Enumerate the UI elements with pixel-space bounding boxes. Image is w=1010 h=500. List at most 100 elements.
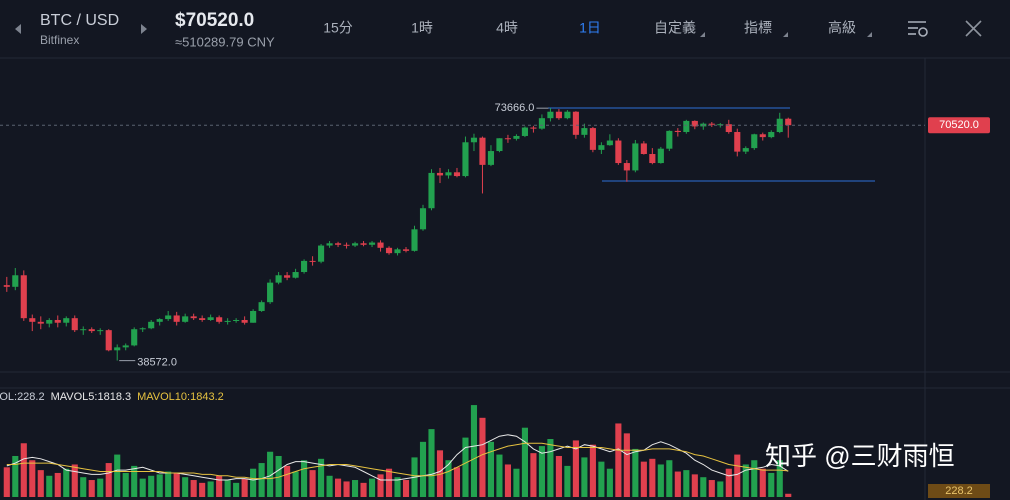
volume-bar bbox=[122, 472, 129, 497]
candle-body bbox=[139, 328, 146, 330]
candle-body bbox=[29, 318, 36, 322]
candle-body bbox=[623, 163, 630, 171]
volume-bar bbox=[555, 455, 562, 497]
price: $70520.0 bbox=[175, 10, 254, 31]
candle-body bbox=[224, 320, 231, 322]
settings-icon[interactable] bbox=[908, 21, 928, 37]
volume-bar bbox=[742, 464, 749, 497]
tab[interactable]: 15分 bbox=[323, 20, 353, 36]
volume-bar bbox=[368, 478, 376, 497]
tab[interactable]: 高級 bbox=[828, 20, 856, 36]
symbol[interactable]: BTC / USD bbox=[40, 12, 119, 29]
volume-bar bbox=[165, 471, 172, 497]
volume-bar bbox=[487, 441, 495, 497]
candle-body bbox=[326, 243, 333, 246]
volume-bar bbox=[385, 468, 393, 497]
candle-body bbox=[318, 245, 325, 262]
tab[interactable]: 自定義 bbox=[654, 20, 696, 36]
candle-body bbox=[683, 120, 690, 133]
candle-body bbox=[768, 132, 775, 138]
mavol-line bbox=[6, 434, 789, 481]
candle-body bbox=[759, 134, 766, 138]
close-icon[interactable] bbox=[965, 20, 982, 37]
volume-bar bbox=[394, 477, 401, 497]
volume-bar bbox=[309, 470, 316, 497]
candle-body bbox=[564, 111, 571, 119]
volume-bar bbox=[462, 437, 469, 497]
prev-arrow[interactable] bbox=[15, 24, 21, 34]
candle-body bbox=[63, 318, 70, 323]
candle-body bbox=[20, 275, 27, 319]
volume-bar bbox=[190, 480, 197, 497]
tab[interactable]: 4時 bbox=[496, 20, 518, 36]
candle-body bbox=[301, 260, 308, 273]
candle-body bbox=[445, 172, 452, 176]
last-price-box bbox=[928, 117, 990, 134]
candle-body bbox=[199, 318, 206, 320]
candle-body bbox=[521, 127, 528, 136]
candle-body bbox=[216, 317, 223, 322]
tab-active[interactable]: 1日 bbox=[579, 20, 601, 36]
volume-bar bbox=[572, 440, 579, 497]
tab[interactable]: 1時 bbox=[411, 20, 433, 36]
candle-body bbox=[666, 130, 673, 149]
candle-body bbox=[368, 242, 376, 245]
candle-body bbox=[131, 329, 138, 346]
volume-bar bbox=[284, 465, 291, 497]
volume-bar bbox=[632, 448, 639, 497]
candle-body bbox=[751, 134, 758, 149]
candle-body bbox=[3, 285, 10, 287]
volume-bar bbox=[470, 405, 478, 497]
candle-body bbox=[309, 260, 316, 262]
candle-body bbox=[606, 140, 613, 146]
volume-bar bbox=[241, 478, 248, 497]
candle-body bbox=[80, 329, 87, 331]
volume-bar bbox=[131, 465, 138, 497]
volume-bar bbox=[504, 464, 512, 497]
volume-bar bbox=[402, 480, 410, 497]
candle-body bbox=[572, 111, 579, 135]
next-arrow[interactable] bbox=[141, 24, 147, 34]
volume-bar bbox=[717, 481, 724, 497]
volume-bar bbox=[351, 480, 359, 497]
volume-bar bbox=[581, 457, 588, 497]
candle-body bbox=[776, 118, 783, 133]
candle-body bbox=[46, 319, 53, 324]
candle-body bbox=[377, 242, 384, 248]
candle-body bbox=[691, 120, 698, 127]
volume-bar bbox=[54, 472, 61, 497]
candle-body bbox=[487, 151, 495, 165]
volume-bar bbox=[377, 474, 384, 497]
candle-body bbox=[114, 347, 121, 351]
candle-body bbox=[708, 123, 715, 125]
volume-bar bbox=[20, 443, 27, 497]
candle-body bbox=[734, 132, 741, 152]
candle-body bbox=[453, 172, 461, 177]
volume-bar bbox=[564, 465, 571, 497]
volume-bar bbox=[589, 444, 596, 497]
candle-body bbox=[513, 135, 520, 139]
volume-bar bbox=[182, 477, 189, 497]
volume-bar bbox=[335, 478, 342, 497]
volume-bar bbox=[250, 468, 257, 497]
candle-body bbox=[207, 317, 214, 320]
candle-body bbox=[233, 319, 240, 321]
volume-legend: VOL:228.2 bbox=[0, 391, 45, 403]
candle-body bbox=[649, 154, 656, 164]
volume-bar bbox=[267, 451, 274, 497]
candle-body bbox=[428, 172, 435, 209]
volume-bar bbox=[776, 460, 783, 497]
candle-body bbox=[88, 329, 95, 332]
candle-body bbox=[555, 111, 562, 119]
candle-body bbox=[674, 130, 681, 133]
candle-body bbox=[657, 148, 664, 164]
annotation-label: 73666.0 bbox=[495, 102, 535, 114]
volume-bar bbox=[80, 477, 87, 497]
tab[interactable]: 指標 bbox=[744, 20, 772, 36]
candle-body bbox=[97, 330, 104, 332]
candle-body bbox=[785, 118, 792, 126]
volume-bar bbox=[207, 481, 214, 497]
annotation-label: 38572.0 bbox=[137, 356, 177, 368]
